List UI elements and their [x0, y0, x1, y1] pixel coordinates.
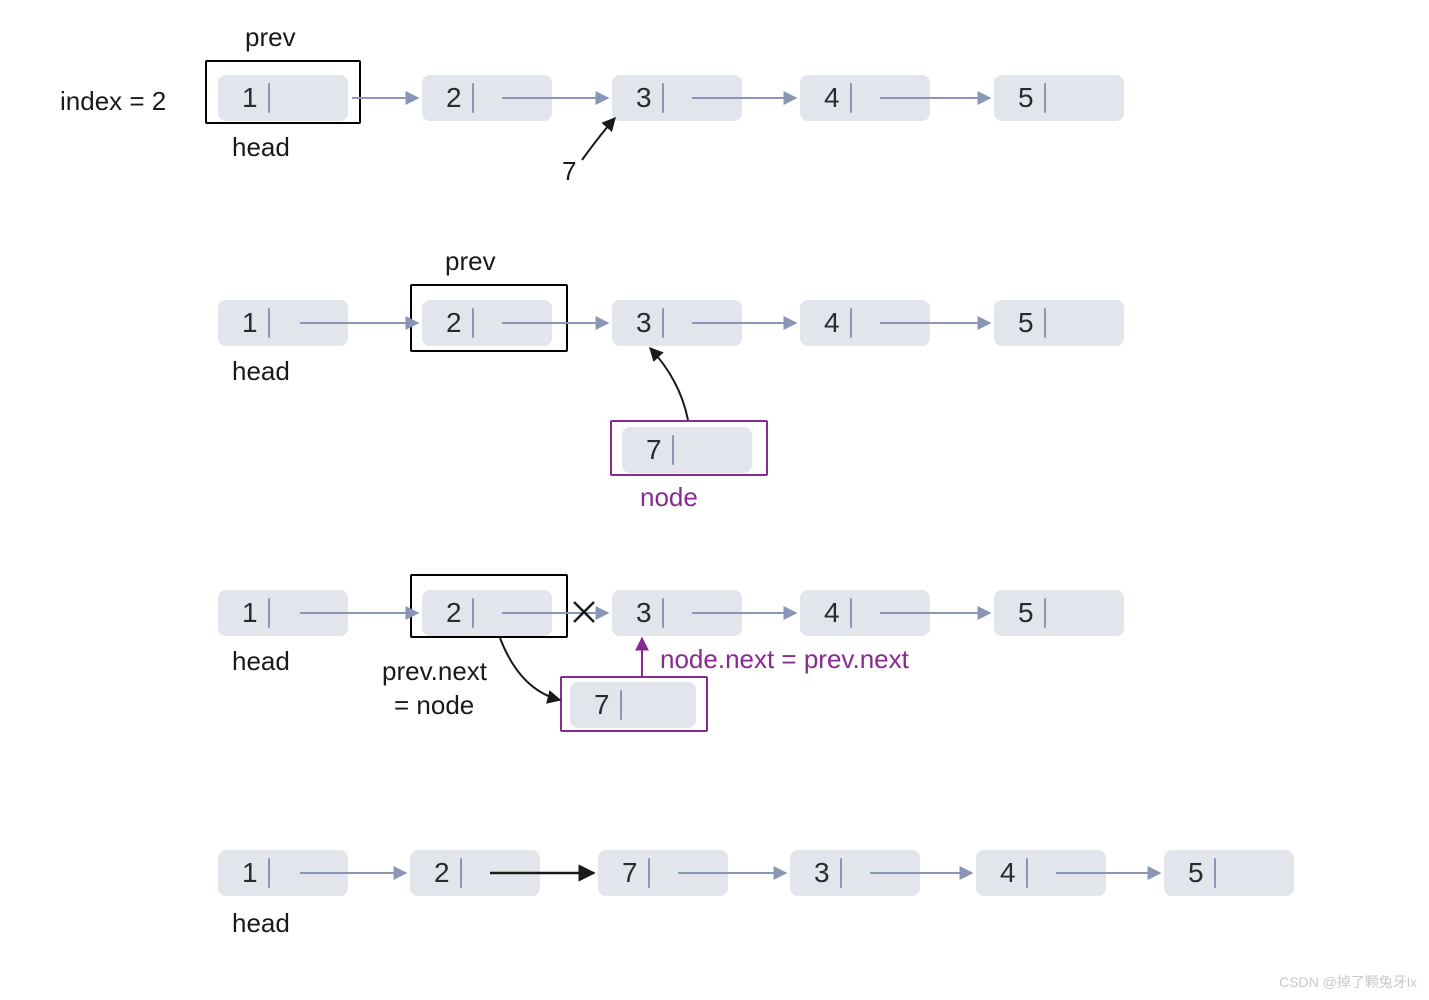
- node-row4-1: 2: [410, 850, 540, 896]
- node-row2-1: 2: [422, 300, 552, 346]
- node-divider: [840, 858, 842, 888]
- node-val: 1: [242, 307, 258, 339]
- node-row3-2: 3: [612, 590, 742, 636]
- node-divider: [850, 83, 852, 113]
- node-divider: [460, 858, 462, 888]
- node-val: 4: [824, 307, 840, 339]
- node-divider: [662, 598, 664, 628]
- node-val: 1: [242, 82, 258, 114]
- node-divider: [472, 598, 474, 628]
- node-val: 5: [1018, 307, 1034, 339]
- prev-label-row2: prev: [445, 246, 496, 277]
- watermark: CSDN @掉了颗兔牙lx: [1279, 972, 1417, 992]
- node-divider: [850, 308, 852, 338]
- node-val: 3: [636, 597, 652, 629]
- node-divider: [662, 83, 664, 113]
- node-row2-3: 4: [800, 300, 930, 346]
- node-val: 4: [824, 82, 840, 114]
- node-divider: [1044, 308, 1046, 338]
- node-divider: [268, 83, 270, 113]
- node-val: 1: [242, 857, 258, 889]
- node-divider: [648, 858, 650, 888]
- node-divider: [1044, 83, 1046, 113]
- node-row2-2: 3: [612, 300, 742, 346]
- node-row4-2: 7: [598, 850, 728, 896]
- node-val: 2: [446, 307, 462, 339]
- node-row1-4: 5: [994, 75, 1124, 121]
- node-val: 1: [242, 597, 258, 629]
- node-divider: [672, 435, 674, 465]
- node-divider: [268, 858, 270, 888]
- node-divider: [268, 308, 270, 338]
- node-row2-0: 1: [218, 300, 348, 346]
- node-val: 3: [636, 307, 652, 339]
- node-label-row2: node: [640, 482, 698, 513]
- node-val: 4: [824, 597, 840, 629]
- node-val: 2: [446, 597, 462, 629]
- node-val: 5: [1018, 597, 1034, 629]
- insert-seven-label-row1: 7: [562, 156, 576, 187]
- head-label-row1: head: [232, 132, 290, 163]
- node-val: 4: [1000, 857, 1016, 889]
- node-divider: [662, 308, 664, 338]
- new-node-row3: 7: [570, 682, 696, 728]
- node-val: 7: [622, 857, 638, 889]
- node-row1-2: 3: [612, 75, 742, 121]
- node-row4-0: 1: [218, 850, 348, 896]
- node-row3-4: 5: [994, 590, 1124, 636]
- node-val: 7: [594, 689, 610, 721]
- head-label-row3: head: [232, 646, 290, 677]
- node-val: 3: [636, 82, 652, 114]
- new-node-row2: 7: [622, 427, 752, 473]
- prevnext-label-row3: prev.next: [382, 656, 487, 687]
- node-divider: [850, 598, 852, 628]
- node-val: 5: [1188, 857, 1204, 889]
- node-divider: [620, 690, 622, 720]
- node-val: 7: [646, 434, 662, 466]
- node-divider: [472, 308, 474, 338]
- node-divider: [268, 598, 270, 628]
- prev-label-row1: prev: [245, 22, 296, 53]
- node-row3-1: 2: [422, 590, 552, 636]
- node-val: 3: [814, 857, 830, 889]
- head-label-row2: head: [232, 356, 290, 387]
- node-val: 2: [446, 82, 462, 114]
- index-label: index = 2: [60, 86, 166, 117]
- node-row3-3: 4: [800, 590, 930, 636]
- node-row4-3: 3: [790, 850, 920, 896]
- node-val: 5: [1018, 82, 1034, 114]
- nodenext-label-row3: node.next = prev.next: [660, 644, 909, 675]
- node-row4-4: 4: [976, 850, 1106, 896]
- eqnode-label-row3: = node: [394, 690, 474, 721]
- node-divider: [1214, 858, 1216, 888]
- node-row1-3: 4: [800, 75, 930, 121]
- node-val: 2: [434, 857, 450, 889]
- node-row4-5: 5: [1164, 850, 1294, 896]
- node-divider: [472, 83, 474, 113]
- node-row3-0: 1: [218, 590, 348, 636]
- node-row2-4: 5: [994, 300, 1124, 346]
- node-divider: [1044, 598, 1046, 628]
- node-row1-1: 2: [422, 75, 552, 121]
- node-divider: [1026, 858, 1028, 888]
- node-row1-0: 1: [218, 75, 348, 121]
- head-label-row4: head: [232, 908, 290, 939]
